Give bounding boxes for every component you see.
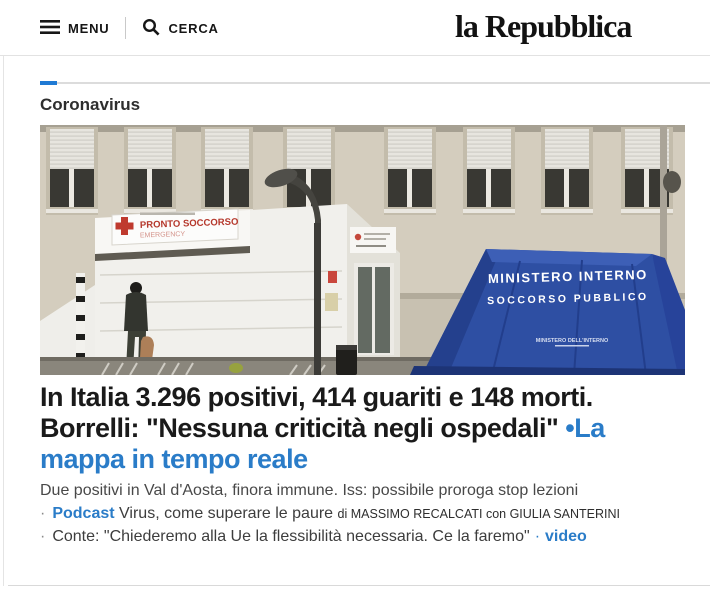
- photo-illustration: PRONTO SOCCORSO EMERGENCY: [40, 125, 685, 375]
- podcast-link[interactable]: Podcast: [52, 505, 115, 522]
- bottom-divider: [8, 585, 710, 586]
- article-headline: In Italia 3.296 positivi, 414 guariti e …: [40, 382, 665, 475]
- la-repubblica-logo[interactable]: la Repubblica: [455, 8, 632, 44]
- video-dot: ·: [534, 528, 541, 545]
- top-navigation-bar: MENU CERCA la Repubblica: [0, 0, 710, 55]
- podcast-byline: di MASSIMO RECALCATI con GIULIA SANTERIN…: [337, 507, 621, 521]
- article-standfirst: Due positivi in Val d'Aosta, finora immu…: [40, 482, 579, 499]
- bullet-dot: ·: [40, 505, 46, 522]
- section-divider-accent: [40, 81, 57, 85]
- hamburger-icon: [40, 19, 60, 38]
- civil-protection-tent: MINISTERO INTERNO SOCCORSO PUBBLICO MINI…: [410, 249, 685, 375]
- headline-text: In Italia 3.296 positivi, 414 guariti e …: [40, 382, 593, 443]
- menu-label: MENU: [68, 20, 110, 36]
- menu-button[interactable]: MENU: [40, 19, 109, 38]
- search-button[interactable]: CERCA: [142, 18, 218, 39]
- small-plant: [229, 363, 243, 373]
- pronto-soccorso-sign: PRONTO SOCCORSO EMERGENCY: [111, 208, 239, 246]
- bullet-dot: ·: [40, 528, 46, 545]
- shopping-bag: [140, 336, 154, 362]
- article-photo[interactable]: PRONTO SOCCORSO EMERGENCY: [40, 125, 685, 375]
- tent-small-label: MINISTERO DELL'INTERNO: [536, 338, 609, 344]
- search-label: CERCA: [168, 20, 219, 36]
- striped-pole: [76, 273, 85, 375]
- tent-text-line1: MINISTERO INTERNO: [488, 267, 648, 286]
- sign-text-pronto-soccorso: PRONTO SOCCORSO: [140, 217, 239, 231]
- search-icon: [142, 18, 161, 39]
- sign-text-emergency: EMERGENCY: [140, 231, 186, 240]
- conte-quote: Conte: "Chiederemo alla Ue la flessibili…: [52, 528, 530, 545]
- video-link[interactable]: video: [545, 528, 587, 545]
- entrance-info-sign: [350, 227, 396, 253]
- drainpipe: [660, 125, 667, 299]
- podcast-title: Virus, come superare le paure: [119, 505, 334, 522]
- related-item-podcast: · Podcast Virus, come superare le paure d…: [40, 504, 690, 524]
- section-title: Coronavirus: [40, 95, 141, 114]
- tent-text-line2: SOCCORSO PUBBLICO: [487, 291, 649, 307]
- nav-separator: [125, 17, 127, 39]
- wall-lamp-fixture: [663, 171, 681, 193]
- section-divider: [40, 82, 710, 84]
- left-page-border: [3, 56, 4, 586]
- header-divider: [0, 55, 710, 56]
- headline-map-link[interactable]: •La mappa in tempo reale: [40, 413, 605, 474]
- related-item-conte: · Conte: "Chiederemo alla Ue la flessibil…: [40, 527, 690, 547]
- street-lamp: [264, 168, 321, 375]
- nav-group: MENU CERCA: [40, 17, 219, 39]
- trash-bin: [336, 345, 357, 375]
